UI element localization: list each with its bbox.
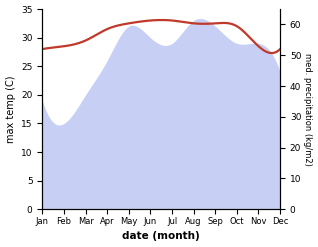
X-axis label: date (month): date (month) — [122, 231, 200, 242]
Y-axis label: max temp (C): max temp (C) — [5, 75, 16, 143]
Y-axis label: med. precipitation (kg/m2): med. precipitation (kg/m2) — [303, 53, 313, 165]
